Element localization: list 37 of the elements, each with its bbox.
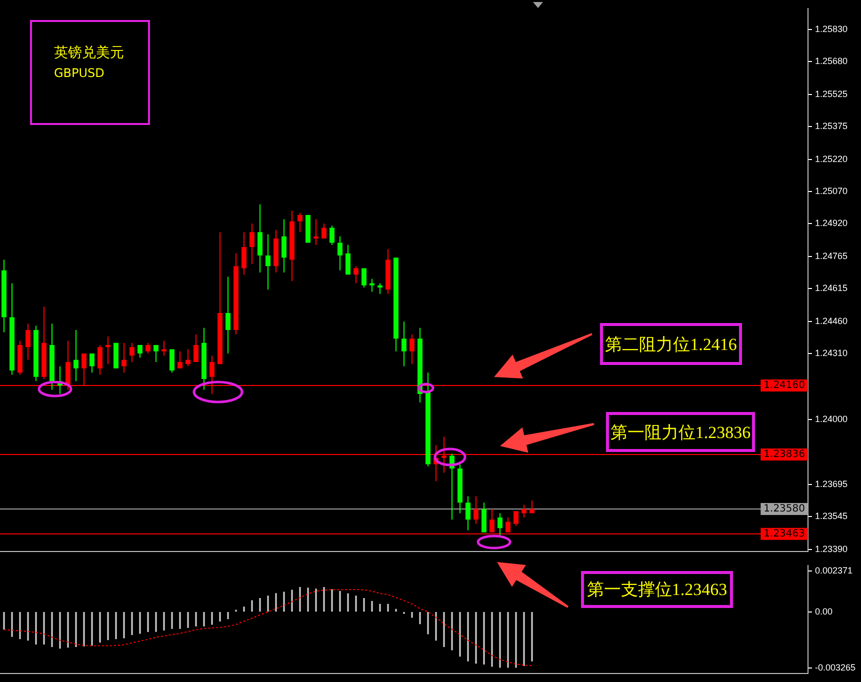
candlestick: [106, 336, 110, 364]
candlestick: [266, 234, 270, 290]
ref-line-label: 1.24160: [764, 380, 806, 392]
candlestick: [162, 340, 166, 356]
y-tick-label: -0.003265: [815, 662, 856, 672]
ref-line-label: 1.23836: [764, 449, 806, 460]
y-tick-label: 1.25680: [815, 56, 848, 66]
y-tick-label: 1.24765: [815, 251, 848, 262]
y-tick-label: 1.25070: [815, 186, 848, 196]
y-tick-label: 0.002371: [815, 566, 853, 576]
y-tick-label: 1.23390: [815, 544, 848, 554]
candlestick: [530, 500, 534, 514]
text: 英镑兑美元: [54, 44, 124, 62]
annotation: 第二阻力位1.2416: [605, 334, 737, 356]
candlestick: [74, 330, 78, 382]
candlestick: [522, 504, 526, 518]
y-tick-label: 1.23695: [815, 478, 848, 489]
y-tick-label: 1.24460: [815, 316, 848, 326]
ref-line-label: 1.23580: [764, 504, 806, 515]
candlestick: [122, 342, 126, 373]
y-tick-label: 1.25220: [815, 154, 848, 164]
candlestick: [370, 278, 374, 292]
y-tick-label: 0.00: [815, 606, 833, 616]
y-tick-label: 1.23545: [815, 510, 848, 521]
y-tick-label: 1.24000: [815, 414, 848, 424]
y-tick-label: 1.24920: [815, 218, 848, 228]
y-tick-label: 1.25830: [815, 24, 848, 34]
annotation: 第一支撑位1.23463: [586, 579, 728, 601]
text: GBPUSD: [54, 66, 104, 80]
y-tick-label: 1.25525: [815, 89, 848, 100]
y-tick-label: 1.24310: [815, 348, 848, 358]
annotation: 第一阻力位1.23836: [610, 422, 751, 444]
ref-line-label: 1.23463: [764, 528, 806, 540]
candlestick: [314, 219, 318, 245]
y-tick-label: 1.24615: [815, 283, 848, 294]
y-tick-label: 1.25375: [815, 121, 848, 132]
line-series: [4, 589, 532, 666]
